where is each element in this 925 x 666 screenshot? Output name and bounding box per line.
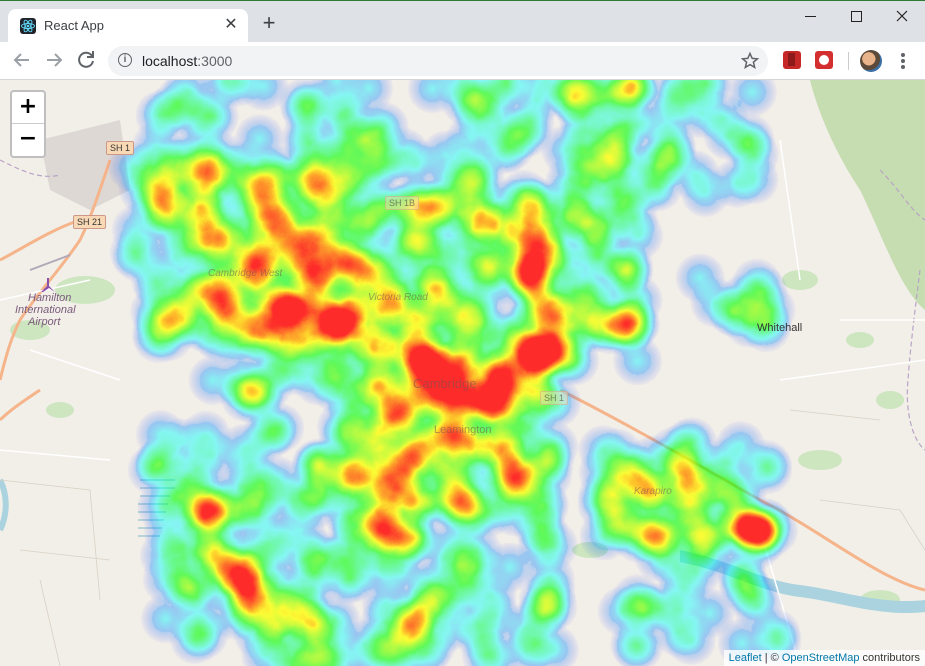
heatmap-layer xyxy=(0,80,925,666)
road-shield-sh1b: SH 1B xyxy=(385,196,420,210)
leaflet-link[interactable]: Leaflet xyxy=(728,652,762,664)
browser-tab[interactable]: React App ✕ xyxy=(8,9,248,43)
map-view[interactable]: Hamilton International Airport Whitehall… xyxy=(0,80,925,666)
plus-icon[interactable]: + xyxy=(262,10,276,35)
title-bar: React App ✕ + xyxy=(0,0,925,43)
forward-icon[interactable] xyxy=(42,48,66,72)
zoom-out-button[interactable]: − xyxy=(18,126,38,151)
url-text[interactable]: localhost:3000 xyxy=(142,53,233,69)
react-favicon-icon xyxy=(20,18,36,34)
browser-toolbar: i localhost:3000 xyxy=(0,42,925,80)
road-shield-sh21: SH 21 xyxy=(73,215,107,229)
address-bar[interactable]: i localhost:3000 xyxy=(108,46,768,76)
reload-icon[interactable] xyxy=(74,48,98,72)
close-window-icon[interactable] xyxy=(879,1,925,31)
back-icon[interactable] xyxy=(10,48,34,72)
attribution-separator: | © xyxy=(761,652,782,664)
toolbar-divider xyxy=(848,52,849,70)
zoom-in-button[interactable]: + xyxy=(12,92,44,124)
osm-link[interactable]: OpenStreetMap xyxy=(781,652,860,664)
maximize-icon[interactable] xyxy=(833,1,879,31)
minimize-icon[interactable] xyxy=(787,1,833,31)
road-shield-sh1-mid: SH 1 xyxy=(540,391,569,405)
close-icon[interactable]: ✕ xyxy=(224,16,238,33)
road-shield-sh1: SH 1 xyxy=(106,141,135,155)
info-icon[interactable]: i xyxy=(118,53,132,67)
avatar[interactable] xyxy=(860,50,882,72)
map-attribution: Leaflet | © OpenStreetMap contributors xyxy=(723,650,925,666)
attribution-contributors: contributors xyxy=(859,652,920,664)
menu-icon[interactable] xyxy=(896,51,910,71)
zoom-control: + − xyxy=(10,90,46,158)
tab-title: React App xyxy=(44,18,104,33)
extension-icon[interactable] xyxy=(815,51,833,69)
star-icon[interactable] xyxy=(740,51,760,71)
bookmark-extension-icon[interactable] xyxy=(783,51,801,69)
